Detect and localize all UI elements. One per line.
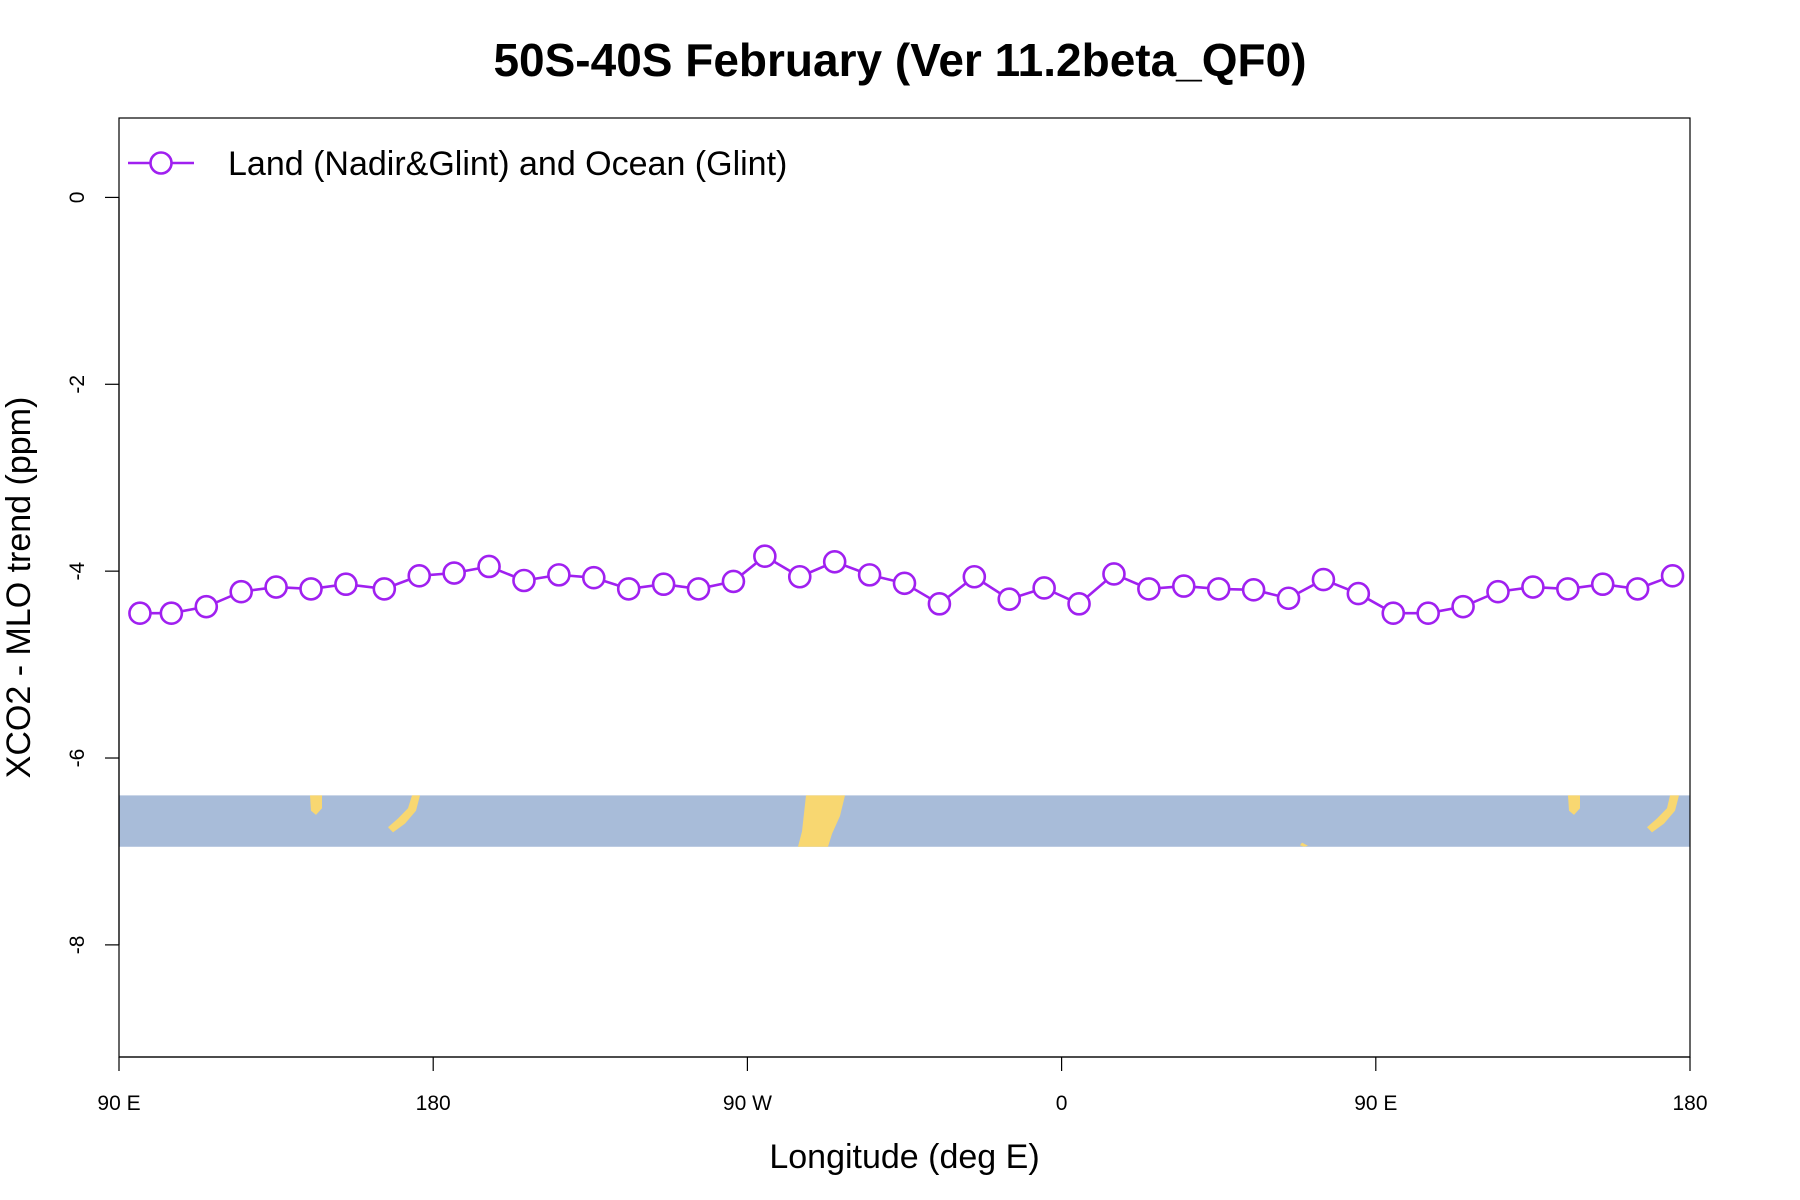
y-tick-label: -4	[66, 561, 89, 580]
data-point	[1206, 577, 1231, 601]
x-tick-label: 90 E	[97, 1092, 140, 1115]
legend-circle-marker	[149, 151, 173, 175]
data-point	[407, 564, 432, 588]
x-axis: 90 E 180 90 W 0 90 E 180	[97, 1056, 1708, 1115]
data-point	[159, 601, 184, 625]
data-point	[1067, 592, 1091, 616]
data-point	[477, 554, 501, 579]
y-axis: 0 -2 -4 -6 -8	[66, 192, 120, 955]
data-point	[721, 569, 746, 594]
y-tick-label: -6	[66, 749, 89, 768]
land-patch	[1568, 795, 1580, 815]
series-layer	[128, 544, 1685, 625]
land-patch	[798, 795, 845, 847]
data-point	[1137, 577, 1161, 601]
legend: Land (Nadir&Glint) and Ocean (Glint)	[128, 145, 787, 183]
data-point	[1311, 567, 1336, 592]
data-point	[616, 577, 641, 601]
x-tick-label: 0	[1056, 1092, 1068, 1115]
data-point	[787, 564, 812, 589]
data-point	[1346, 581, 1371, 606]
data-point	[1381, 601, 1406, 625]
data-point	[1590, 572, 1615, 597]
data-point	[299, 577, 323, 601]
data-point	[1171, 574, 1196, 598]
y-tick-label: -8	[66, 936, 89, 955]
data-point	[1451, 594, 1475, 619]
data-point	[1032, 576, 1056, 600]
data-point	[1486, 579, 1510, 604]
data-point	[547, 563, 571, 587]
land-patch	[310, 795, 322, 815]
data-point	[334, 572, 358, 597]
y-tick-label: 0	[66, 192, 89, 204]
data-point	[1625, 577, 1650, 601]
data-point	[1102, 562, 1126, 586]
data-point	[892, 571, 917, 596]
x-tick-label: 90 W	[723, 1092, 772, 1115]
data-point	[857, 563, 882, 587]
land-patch	[1300, 842, 1308, 847]
data-point	[512, 568, 536, 593]
data-point	[927, 592, 952, 616]
chart-title: 50S-40S February (Ver 11.2beta_QF0)	[493, 34, 1306, 86]
x-tick-label: 180	[416, 1092, 451, 1115]
data-point	[962, 564, 987, 589]
data-point	[128, 601, 152, 625]
legend-label: Land (Nadir&Glint) and Ocean (Glint)	[228, 145, 787, 183]
data-point	[1241, 578, 1266, 602]
data-point	[651, 572, 676, 597]
land-patch	[1647, 795, 1679, 833]
data-point	[442, 561, 466, 585]
y-axis-label: XCO2 - MLO trend (ppm)	[0, 397, 38, 779]
x-tick-label: 90 E	[1354, 1092, 1397, 1115]
data-point	[264, 575, 288, 599]
data-point	[1276, 586, 1301, 611]
land-patch	[388, 795, 420, 833]
data-point	[822, 550, 847, 574]
data-point	[1416, 601, 1440, 625]
data-point	[1556, 577, 1580, 601]
data-point	[229, 579, 253, 604]
data-point	[686, 577, 711, 601]
data-point	[1660, 564, 1685, 588]
data-point	[753, 544, 777, 569]
x-axis-label: Longitude (deg E)	[769, 1138, 1039, 1176]
data-point	[997, 587, 1022, 611]
data-point	[1521, 575, 1545, 599]
data-point	[194, 594, 219, 619]
x-tick-label: 180	[1672, 1092, 1707, 1115]
map-band	[119, 795, 1690, 847]
data-point	[581, 565, 606, 590]
data-point	[372, 577, 397, 601]
y-tick-label: -2	[66, 375, 89, 394]
ocean-strip	[119, 795, 1690, 847]
